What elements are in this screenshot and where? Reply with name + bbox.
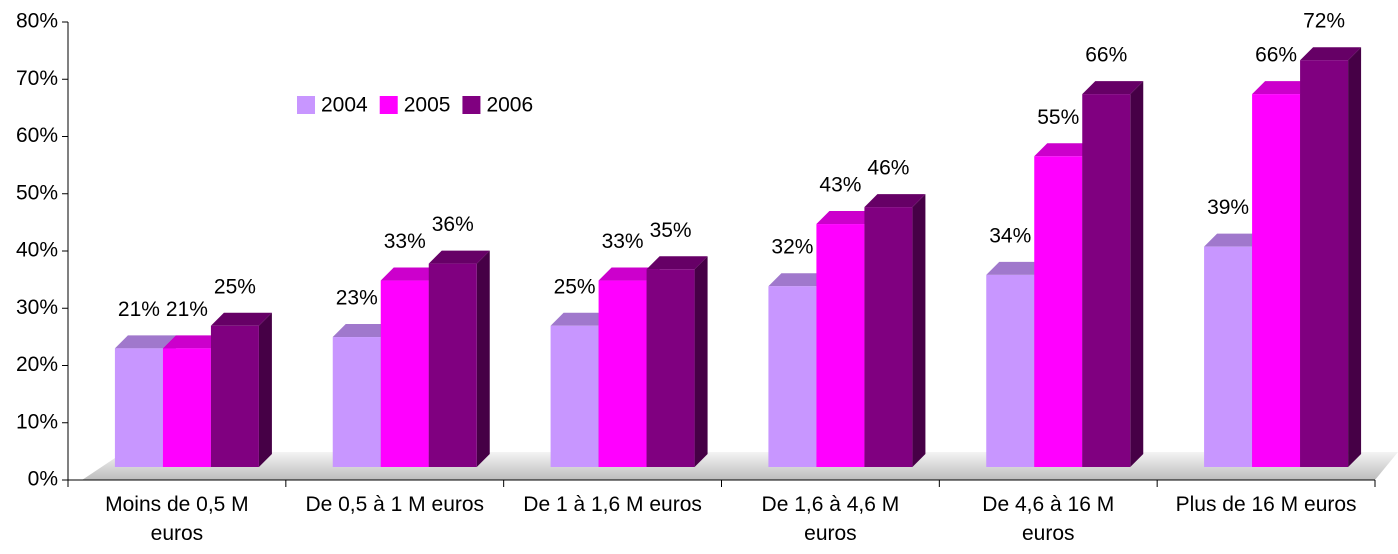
value-label: 21%	[118, 298, 160, 321]
value-label: 32%	[771, 236, 813, 259]
bar-top	[1204, 233, 1266, 247]
legend-label: 2006	[486, 94, 533, 117]
bar-front	[646, 269, 695, 467]
y-tick-label: 10%	[16, 410, 58, 433]
value-label: 55%	[1037, 106, 1079, 129]
x-tick-label: De 1 à 1,6 M euros	[523, 493, 702, 516]
y-tick-label: 20%	[16, 353, 58, 376]
value-label: 25%	[554, 275, 596, 298]
bar-front	[210, 325, 259, 467]
bar-front	[162, 348, 211, 467]
bar-front	[428, 263, 477, 467]
legend-swatch	[462, 96, 481, 114]
x-tick-label: De 0,5 à 1 M euros	[305, 493, 485, 516]
legend-swatch	[297, 96, 315, 114]
bar-front	[1300, 60, 1349, 467]
bar-top	[428, 250, 490, 264]
value-label: 33%	[602, 230, 644, 253]
bar-front	[1082, 94, 1131, 467]
value-label: 36%	[432, 213, 474, 236]
y-tick-label: 40%	[16, 239, 58, 262]
bar	[428, 250, 490, 467]
y-tick-label: 50%	[16, 181, 58, 204]
bar-front	[1204, 246, 1253, 467]
value-label: 21%	[166, 298, 208, 321]
bar-front	[1034, 156, 1083, 467]
bar	[864, 194, 926, 467]
bar-top	[332, 324, 394, 338]
bar	[1300, 47, 1362, 467]
bar-top	[986, 261, 1048, 275]
bar-front	[550, 325, 599, 467]
value-label: 33%	[384, 230, 426, 253]
x-tick-label: Moins de 0,5 M euros	[105, 493, 249, 545]
value-label: 35%	[650, 219, 692, 242]
value-label: 66%	[1085, 44, 1127, 67]
bar-top	[550, 312, 612, 326]
legend-swatch	[379, 96, 398, 114]
x-tick-label: De 1,6 à 4,6 M euros	[761, 493, 900, 545]
bar-front	[986, 274, 1035, 467]
bar-front	[816, 224, 865, 467]
bar-side	[476, 250, 490, 467]
value-label: 23%	[336, 287, 378, 310]
bar-side	[1348, 47, 1362, 467]
bar-top	[816, 211, 878, 225]
bar-top	[598, 267, 660, 281]
floor	[82, 452, 1398, 480]
value-label: 72%	[1303, 10, 1345, 33]
value-label: 66%	[1255, 44, 1297, 67]
value-label: 39%	[1207, 196, 1249, 219]
bar-front	[598, 280, 647, 467]
y-tick-label: 60%	[16, 124, 58, 147]
y-tick-label: 80%	[16, 10, 58, 33]
bar-top	[768, 273, 830, 287]
x-tick-label: Plus de 16 M euros	[1175, 493, 1357, 516]
y-tick-label: 30%	[16, 296, 58, 319]
bar-top	[1034, 143, 1096, 157]
value-label: 34%	[989, 224, 1031, 247]
bar-front	[332, 337, 381, 467]
bar-top	[162, 335, 224, 349]
y-tick-label: 70%	[16, 67, 58, 90]
bar-side	[258, 312, 272, 467]
bar-top	[1252, 81, 1314, 95]
bar-side	[912, 194, 926, 467]
bar-side	[1130, 81, 1144, 467]
value-label: 46%	[867, 157, 909, 180]
bar-front	[1252, 94, 1301, 467]
bar-front	[114, 348, 163, 467]
bar-top	[646, 256, 708, 270]
bar-top	[114, 335, 176, 349]
legend-label: 2005	[404, 94, 451, 117]
value-label: 25%	[214, 275, 256, 298]
bar	[1082, 81, 1144, 467]
legend-label: 2004	[321, 94, 368, 117]
x-tick-label: De 4,6 à 16 M euros	[982, 493, 1115, 545]
bar-top	[210, 312, 272, 326]
bar-front	[864, 207, 913, 467]
bar-front	[380, 280, 429, 467]
bar-front	[768, 286, 817, 467]
y-tick-label: 0%	[28, 468, 58, 491]
bar-top	[1082, 81, 1144, 95]
bar-side	[694, 256, 708, 467]
bar-top	[864, 194, 926, 208]
bar-top	[1300, 47, 1362, 61]
bar-top	[380, 267, 442, 281]
bar	[210, 312, 272, 467]
value-label: 43%	[819, 174, 861, 197]
bar	[646, 256, 708, 467]
